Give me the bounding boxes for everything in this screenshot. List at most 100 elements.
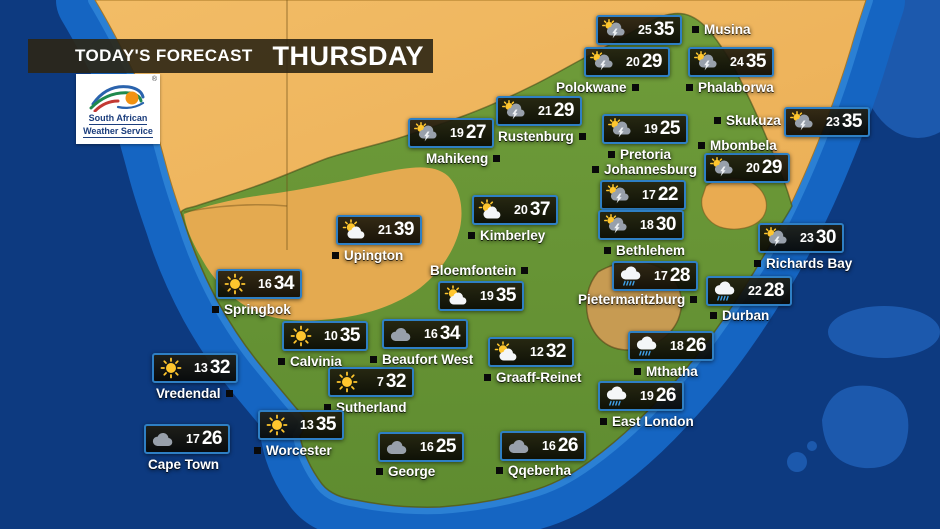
city-marker-icon: [692, 26, 699, 33]
city-marker-icon: [634, 368, 641, 375]
city-label: Johannesburg: [592, 162, 697, 177]
max-temp: 32: [385, 371, 407, 392]
thundershowers-icon: [764, 227, 790, 249]
city-label: Skukuza: [714, 113, 781, 128]
logo-line1: South African: [88, 113, 148, 125]
city-name: George: [388, 464, 436, 479]
city-marker-icon: [370, 356, 377, 363]
min-temp: 12: [529, 345, 544, 359]
rain-icon: [712, 280, 738, 302]
city-label: Kimberley: [468, 228, 545, 243]
max-temp: 26: [685, 335, 707, 356]
saws-logo: ® South African Weather Service: [76, 74, 160, 144]
min-temp: 19: [639, 389, 654, 403]
sunny-icon: [288, 325, 314, 347]
city-label: Pietermaritzburg: [578, 292, 698, 307]
min-temp: 13: [299, 418, 314, 432]
min-temp: 16: [419, 440, 434, 454]
city-marker-icon: [332, 252, 339, 259]
city-name: Springbok: [224, 302, 291, 317]
max-temp: 35: [495, 285, 517, 306]
partly-cloudy-icon: [478, 199, 504, 221]
city-marker-icon: [225, 390, 233, 397]
city-name: Mbombela: [710, 138, 777, 153]
max-temp: 27: [465, 122, 487, 143]
registered-mark: ®: [151, 76, 157, 83]
thundershowers-icon: [694, 51, 720, 73]
min-temp: 23: [799, 231, 814, 245]
weather-station-box: 21 39: [336, 215, 422, 245]
min-temp: 16: [541, 439, 556, 453]
thundershowers-icon: [604, 214, 630, 236]
city-name: Musina: [704, 22, 751, 37]
saws-swoosh-icon: [89, 84, 145, 112]
city-label: Graaff-Reinet: [484, 370, 582, 385]
city-marker-icon: [493, 155, 501, 162]
city-marker-icon: [754, 260, 761, 267]
thundershowers-icon: [590, 51, 616, 73]
city-label: Phalaborwa: [686, 80, 774, 95]
weather-station-box: 16 34: [216, 269, 302, 299]
weather-station-box: 20 29: [584, 47, 670, 77]
min-temp: 22: [747, 284, 762, 298]
city-label: Springbok: [212, 302, 291, 317]
weather-station-box: 13 35: [258, 410, 344, 440]
city-name: Beaufort West: [382, 352, 474, 367]
max-temp: 28: [763, 280, 785, 301]
cloudy-icon: [506, 435, 532, 457]
min-temp: 23: [825, 115, 840, 129]
thundershowers-icon: [606, 184, 632, 206]
rain-icon: [634, 335, 660, 357]
max-temp: 28: [669, 265, 691, 286]
max-temp: 29: [553, 100, 575, 121]
max-temp: 32: [545, 341, 567, 362]
city-marker-icon: [484, 374, 491, 381]
min-temp: 19: [479, 289, 494, 303]
weather-station-box: 20 29: [704, 153, 790, 183]
city-label: Durban: [710, 308, 769, 323]
city-label: Sutherland: [324, 400, 407, 415]
min-temp: 20: [745, 161, 760, 175]
city-name: Johannesburg: [604, 162, 698, 177]
sunny-icon: [158, 357, 184, 379]
city-name: Kimberley: [480, 228, 546, 243]
city-name: Bethlehem: [616, 243, 686, 258]
weather-station-box: 17 26: [144, 424, 230, 454]
partly-cloudy-icon: [444, 285, 470, 307]
city-marker-icon: [578, 133, 586, 140]
forecast-title: TODAY'S FORECAST: [75, 46, 253, 65]
weather-station-box: 13 32: [152, 353, 238, 383]
city-name: Qqeberha: [508, 463, 572, 478]
weather-station-box: 16 25: [378, 432, 464, 462]
city-marker-icon: [714, 117, 721, 124]
weather-station-box: 21 29: [496, 96, 582, 126]
min-temp: 24: [729, 55, 744, 69]
thundershowers-icon: [502, 100, 528, 122]
cloudy-icon: [384, 436, 410, 458]
thundershowers-icon: [710, 157, 736, 179]
city-marker-icon: [600, 418, 607, 425]
city-marker-icon: [324, 404, 331, 411]
max-temp: 25: [659, 118, 681, 139]
city-name: Graaff-Reinet: [496, 370, 582, 385]
weather-station-box: 12 32: [488, 337, 574, 367]
eswatini-region: [701, 177, 767, 230]
city-name: Calvinia: [290, 354, 342, 369]
city-marker-icon: [468, 232, 475, 239]
city-name: Pietermaritzburg: [578, 292, 686, 307]
city-marker-icon: [212, 306, 219, 313]
city-label: Polokwane: [556, 80, 639, 95]
weather-station-box: 19 26: [598, 381, 684, 411]
city-marker-icon: [521, 267, 529, 274]
city-name: Cape Town: [148, 457, 220, 472]
min-temp: 16: [423, 327, 438, 341]
header-bar: TODAY'S FORECAST THURSDAY: [28, 39, 433, 73]
max-temp: 34: [439, 323, 461, 344]
city-label: Cape Town: [148, 457, 219, 472]
weather-station-box: 19 25: [602, 114, 688, 144]
city-label: East London: [600, 414, 694, 429]
city-label: Mahikeng: [426, 151, 501, 166]
city-marker-icon: [686, 84, 693, 91]
max-temp: 35: [745, 51, 767, 72]
